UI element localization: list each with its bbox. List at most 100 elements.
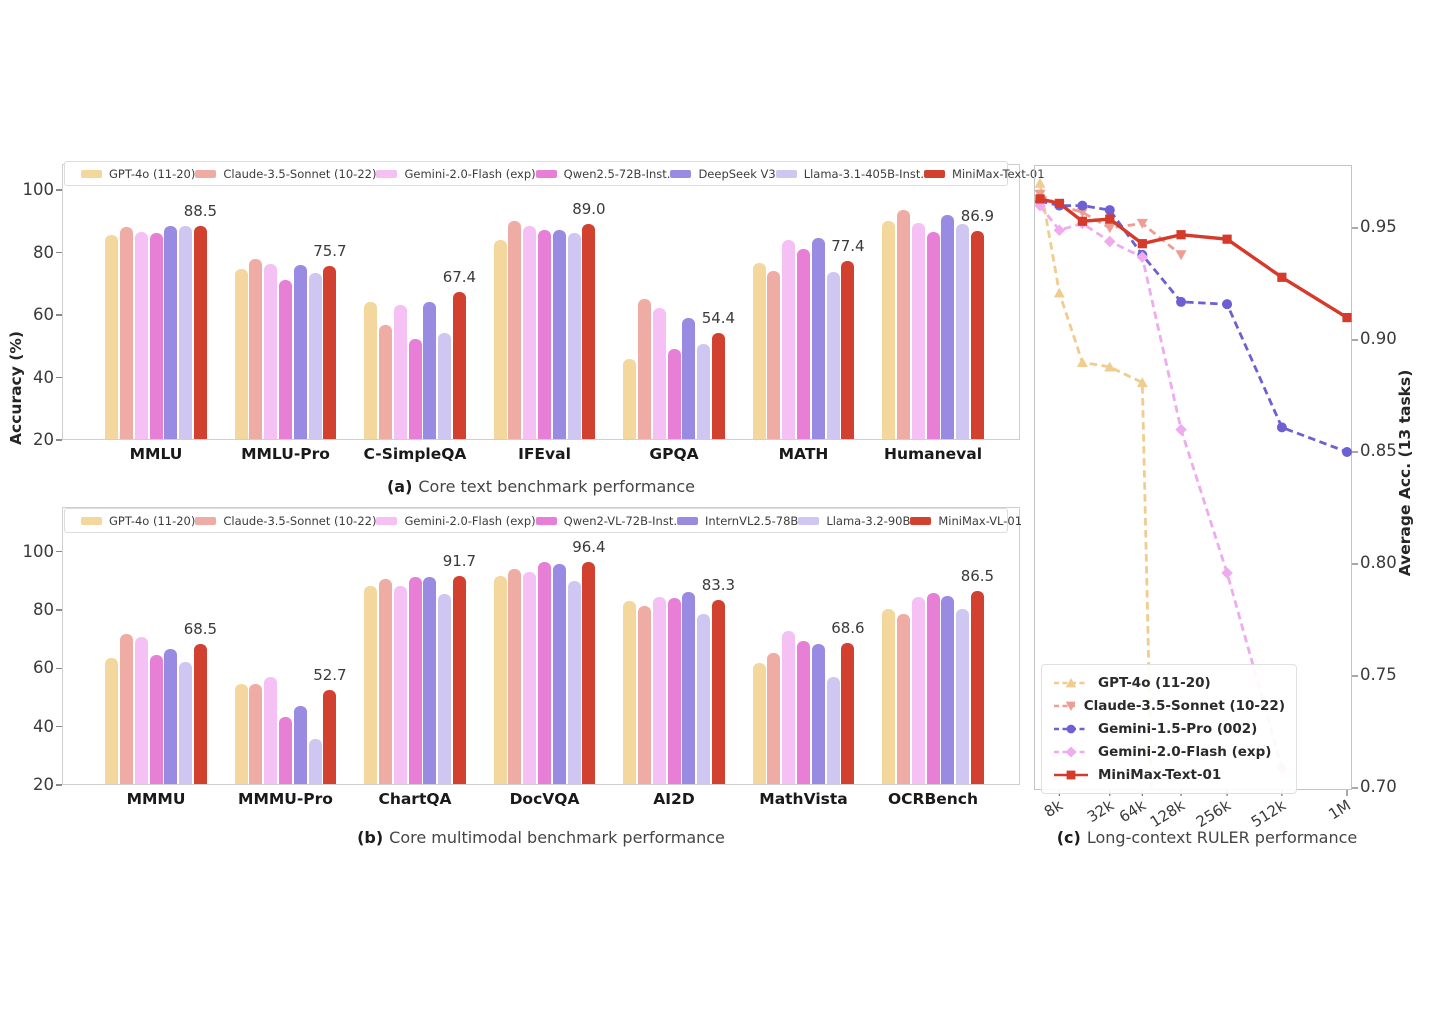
bar-minimax-vl-01	[193, 643, 207, 784]
y-tick-label: 0.80	[1360, 553, 1397, 572]
x-tick-label: MMLU-Pro	[241, 445, 330, 463]
x-tick-label: ChartQA	[378, 790, 452, 808]
bar-gemini-2-0-flash-exp	[782, 630, 796, 784]
x-tick-label: OCRBench	[887, 790, 979, 808]
bar-gpt-4o-11-20	[105, 234, 119, 439]
bar-minimax-vl-01	[711, 600, 725, 784]
legend-item-qwen2-5-72b-inst: Qwen2.5-72B-Inst.	[535, 166, 671, 181]
square-marker	[1342, 313, 1352, 323]
circle-marker	[1077, 200, 1088, 211]
caption-c: (c) Long-context RULER performance	[1027, 828, 1387, 848]
x-tick-label: MATH	[778, 445, 829, 463]
diamond-marker	[1053, 224, 1066, 236]
bar-claude-3-5-sonnet-10-22	[767, 653, 781, 784]
y-tick-label: 40	[33, 716, 54, 736]
y-tick-label: 80	[33, 599, 54, 619]
bar-value-label: 54.4	[701, 308, 736, 327]
legend-item-gemini-2-0-flash-exp: Gemini-2.0-Flash (exp)	[376, 167, 536, 181]
y-tick-mark	[56, 189, 62, 191]
bar-llama-3-1-405b-inst	[308, 273, 322, 439]
bar-llama-3-2-90b	[697, 613, 711, 784]
legend-swatch	[924, 169, 946, 178]
y-tick-label: 60	[33, 658, 54, 678]
bar-claude-3-5-sonnet-10-22	[637, 605, 651, 784]
legend-label: Gemini-2.0-Flash (exp)	[1098, 744, 1272, 760]
bar-minimax-vl-01	[841, 643, 855, 784]
y-tick-label: 0.85	[1360, 441, 1397, 460]
bar-qwen2-5-72b-inst	[538, 230, 551, 439]
bar-gpt-4o-11-20	[364, 586, 378, 784]
x-tick-label: Humaneval	[883, 445, 983, 463]
y-tick-label: 0.90	[1360, 329, 1397, 348]
legend-swatch	[535, 516, 557, 525]
legend-item-minimax-text-01: MiniMax-Text-01	[1053, 765, 1285, 785]
bar-gemini-2-0-flash-exp	[782, 240, 796, 439]
line-gemini-2-0-flash-exp	[1038, 204, 1284, 769]
y-tick-label: 40	[33, 367, 54, 387]
bar-gpt-4o-11-20	[752, 663, 766, 784]
caption-b: (b) Core multimodal benchmark performance	[62, 828, 1020, 848]
bar-minimax-vl-01	[582, 562, 596, 784]
square-marker	[1222, 234, 1232, 244]
bar-llama-3-1-405b-inst	[697, 344, 711, 439]
line-gpt-4o-11-20	[1038, 182, 1153, 790]
legend-item-claude-3-5-sonnet-10-22: Claude-3.5-Sonnet (10-22)	[1053, 696, 1285, 716]
legend-item-llama-3-2-90b: Llama-3.2-90B	[798, 514, 910, 528]
bar-minimax-text-01	[323, 265, 337, 439]
legend-label: Qwen2.5-72B-Inst.	[563, 166, 671, 181]
bar-qwen2-vl-72b-inst	[797, 640, 810, 784]
bar-gpt-4o-11-20	[493, 239, 507, 439]
bar-qwen2-vl-72b-inst	[538, 561, 551, 784]
y-tick-label: 0.70	[1360, 777, 1397, 796]
bar-llama-3-2-90b	[567, 580, 581, 784]
bar-deepseek-v3	[682, 317, 696, 439]
bar-llama-3-2-90b	[826, 676, 840, 784]
bar-value-label: 91.7	[442, 551, 477, 570]
legend-swatch	[195, 169, 217, 178]
bar-llama-3-1-405b-inst	[438, 332, 452, 439]
bar-qwen2-vl-72b-inst	[408, 577, 422, 784]
bar-value-label: 68.5	[183, 619, 218, 638]
bar-llama-3-1-405b-inst	[826, 271, 840, 439]
circle-marker	[1176, 296, 1187, 307]
bar-gpt-4o-11-20	[882, 220, 896, 439]
bar-gpt-4o-11-20	[882, 609, 896, 784]
legend-swatch	[775, 169, 797, 178]
legend-item-gpt-4o-11-20: GPT-4o (11-20)	[1053, 673, 1285, 693]
caption-c-text: Long-context RULER performance	[1086, 828, 1358, 847]
bar-internvl2-5-78b	[941, 596, 955, 784]
diamond-marker	[1104, 235, 1116, 248]
legend-item-claude-3-5-sonnet-10-22: Claude-3.5-Sonnet (10-22)	[195, 514, 376, 528]
bar-value-label: 86.5	[960, 567, 995, 586]
bar-internvl2-5-78b	[552, 563, 566, 784]
bar-internvl2-5-78b	[682, 591, 696, 784]
bar-deepseek-v3	[941, 214, 955, 439]
bar-gemini-2-0-flash-exp	[134, 637, 148, 784]
y-tick-mark	[56, 784, 62, 786]
square-marker	[1054, 198, 1064, 208]
bar-qwen2-5-72b-inst	[149, 233, 163, 439]
bar-minimax-text-01	[711, 332, 725, 439]
bar-claude-3-5-sonnet-10-22	[119, 634, 133, 784]
legend-item-internvl2-5-78b: InternVL2.5-78B	[677, 514, 798, 528]
legend-marker	[1054, 770, 1088, 780]
bar-minimax-text-01	[452, 291, 466, 439]
bar-minimax-text-01	[193, 225, 207, 439]
bar-deepseek-v3	[423, 302, 437, 439]
bar-value-label: 89.0	[572, 200, 606, 219]
legend-label: Llama-3.1-405B-Inst.	[803, 166, 925, 181]
bar-value-label: 86.9	[960, 206, 995, 225]
bar-gemini-2-0-flash-exp	[134, 232, 148, 439]
y-axis-label-right: Average Acc. (13 tasks)	[1396, 369, 1414, 577]
legend-label: GPT-4o (11-20)	[1098, 675, 1211, 691]
bar-qwen2-vl-72b-inst	[667, 598, 681, 784]
legend-label: Gemini-1.5-Pro (002)	[1098, 721, 1258, 737]
y-tick-label: 0.75	[1360, 665, 1397, 684]
legend-label: DeepSeek V3	[698, 166, 776, 181]
bar-gemini-2-0-flash-exp	[264, 677, 278, 784]
bar-minimax-vl-01	[452, 575, 466, 784]
bar-internvl2-5-78b	[423, 577, 437, 784]
triangle-down-marker	[1076, 207, 1088, 218]
caption-b-text: Core multimodal benchmark performance	[389, 828, 725, 847]
